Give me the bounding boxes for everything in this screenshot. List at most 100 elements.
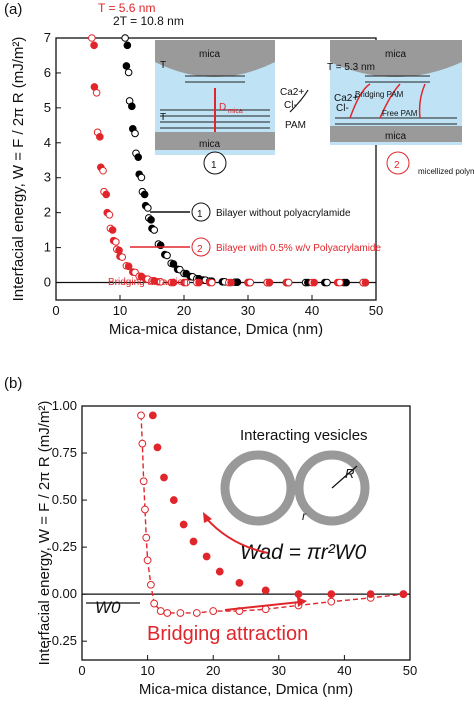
data-point [123,41,132,50]
data-point [118,253,127,261]
inset-ions: Ca2+ [280,87,304,98]
plot-frame [55,37,377,301]
x-tick-label: 10 [140,663,154,678]
panel-b-axes: 0 10 20 30 40 50 -0.25 0.00 0.25 0.50 0.75 1.00 Mica… [36,398,417,698]
legend-number-1: 1 [197,209,203,220]
data-point [153,443,162,452]
inset-d-marker: D [219,102,226,113]
inset-mica-bottom: mica [199,139,221,150]
inset-number-2: 2 [394,160,400,171]
x-tick-label: 20 [206,663,220,678]
data-point [146,580,155,589]
data-point [215,567,224,576]
x-tick-label: 20 [177,303,191,318]
x-tick-label: 30 [272,663,286,678]
y-tick-label: 5 [44,100,51,115]
data-point [160,473,168,482]
arrow-head [203,512,212,523]
x-tick-label: 0 [52,303,59,318]
arrow-head-2 [297,597,307,607]
inset-mica-top: mica [199,49,221,60]
inset2-cl: Cl- [336,103,349,114]
data-point [361,278,370,287]
data-point [192,609,201,617]
inset-diagram-2: mica mica T = 5.3 nm Ca2+ Cl- Bridging P… [327,40,474,176]
data-point [115,246,123,255]
x-tick-label: 0 [78,663,85,678]
x-tick-label: 10 [113,303,127,318]
inset2-free: Free PAM [382,109,418,118]
inset2-t53: T = 5.3 nm [327,62,375,73]
y-tick-label: 1 [44,240,51,255]
data-point [105,210,114,219]
panel-b-label: (b) [4,375,22,392]
data-point [121,34,129,42]
x-axis-label: Mica-mica distance, Dmica (nm) [139,681,353,698]
data-point [342,278,351,287]
data-point [246,278,255,287]
inset-t-marker-top: T [160,60,166,71]
data-point [176,609,185,617]
inset2-ions: Ca2+ [334,93,358,104]
data-point [156,607,165,615]
data-point [137,411,145,420]
legend-bridging: Bridging attraction [108,277,189,288]
data-point [92,88,101,97]
inset-pam: PAM [285,120,306,131]
x-tick-label: 40 [337,663,351,678]
vesicle-r-small: r [302,509,307,523]
data-point [195,278,203,287]
data-point [143,556,152,565]
data-point [327,590,336,599]
y-tick-label: 3 [44,170,51,185]
data-point [235,578,244,587]
bridging-arrow-up [205,517,269,554]
data-point [124,262,133,271]
data-point [294,590,303,599]
y-tick-label: -0.25 [47,633,77,648]
data-point [261,586,270,595]
y-tick-label: 6 [44,65,51,80]
data-point [179,520,188,529]
data-point [208,278,216,287]
data-point [99,166,107,175]
y-tick-label: 2 [44,205,51,220]
data-point [163,609,172,617]
data-point [108,226,117,234]
data-point [144,204,152,212]
x-tick-label: 40 [305,303,319,318]
panel-a-axes: 0 10 20 30 40 50 0 1 2 3 4 5 6 7 Mica-mica distance, D… [10,30,383,338]
x-tick-label: 50 [403,663,417,678]
x-tick-label: 30 [241,303,255,318]
y-tick-label: 7 [44,30,51,45]
data-point [366,590,375,599]
vesicle-r-big: R [345,466,354,481]
data-point [128,102,136,111]
vesicles-title: Interacting vesicles [240,427,368,444]
x-axis-label: Mica-mica distance, Dmica (nm) [109,321,323,338]
data-point [139,477,148,486]
data-point [265,278,274,287]
data-point [150,226,159,234]
data-point [336,278,344,287]
bridging-attraction-label-b: Bridging attraction [147,623,308,645]
inset-diagram-1: mica mica T T D mica 1 [155,40,275,175]
data-point [227,278,235,287]
data-point [141,505,149,514]
inset2-bridging: Bridging PAM [355,90,404,99]
data-point [150,599,159,608]
legend-item-1: Bilayer without polyacrylamide [216,208,351,219]
data-point [90,41,98,50]
panel-a-label: (a) [4,1,22,18]
y-tick-label: 0.25 [52,539,77,554]
y-tick-label: 0.50 [52,492,77,507]
data-point [142,533,151,542]
x-tick-label: 50 [369,303,383,318]
y-tick-label: 0 [44,275,51,290]
y-tick-label: 1.00 [52,398,77,413]
legend-item-2: Bilayer with 0.5% w/v Polyacrylamide [216,243,381,254]
data-point [284,278,293,287]
legend-number-2: 2 [197,244,203,255]
bridging-arrow-right [224,601,301,611]
